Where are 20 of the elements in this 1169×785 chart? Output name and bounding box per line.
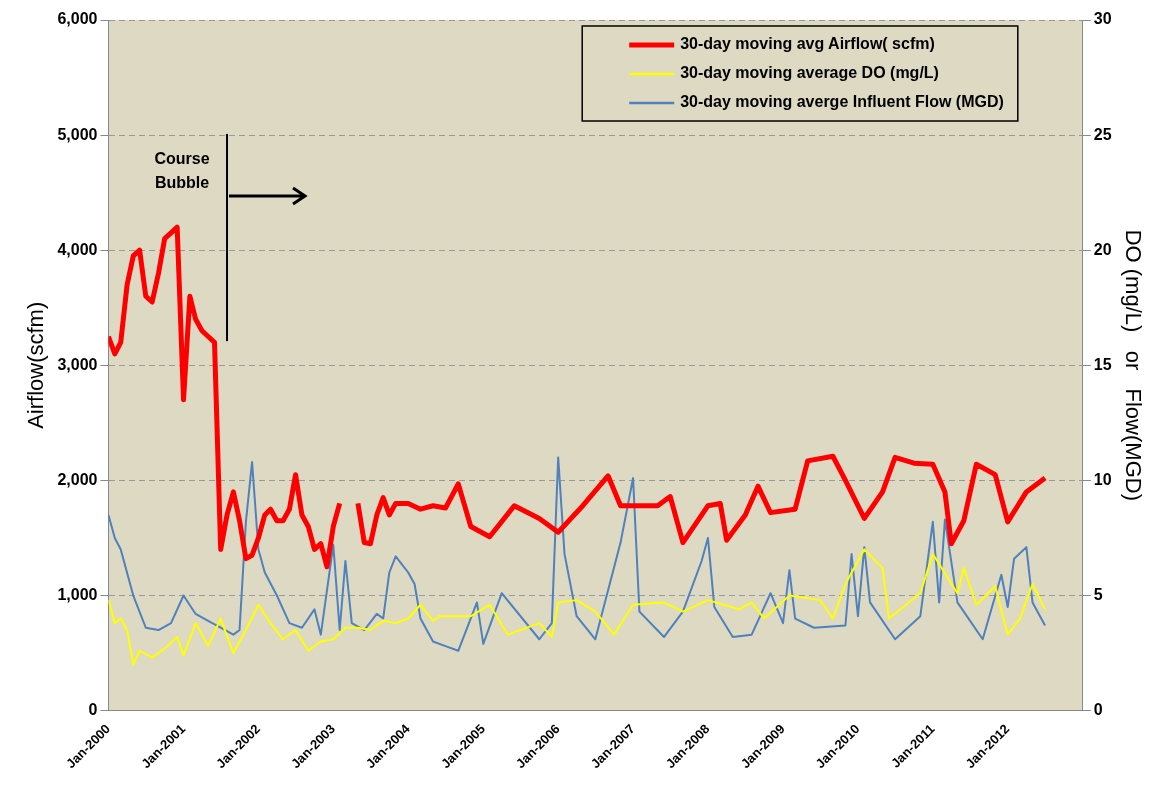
y2-tick-label: 30: [1093, 10, 1112, 28]
y2-axis-title: DO (mg/L) or Flow(MGD): [1120, 229, 1146, 501]
ref-line-label: Course Bubble: [154, 149, 210, 191]
y-tick-label: 6,000: [57, 10, 98, 28]
y-tick-label: 0: [88, 701, 98, 719]
y-tick-label: 1,000: [57, 585, 98, 603]
y2-tick-label: 0: [1093, 701, 1103, 719]
legend-label: 30-day moving avg Airflow( scfm): [680, 35, 935, 53]
y-tick-label: 5,000: [57, 125, 98, 143]
y2-tick-label: 10: [1093, 470, 1112, 488]
y-tick-label: 3,000: [57, 355, 98, 373]
y2-tick-label: 20: [1093, 240, 1112, 258]
y-tick-label: 2,000: [57, 470, 98, 488]
y-tick-label: 4,000: [57, 240, 98, 258]
legend-label: 30-day moving averge Influent Flow (MGD): [680, 93, 1004, 111]
legend-label: 30-day moving average DO (mg/L): [680, 64, 939, 82]
y2-tick-label: 15: [1093, 355, 1112, 373]
y-axis-title: Airflow(scfm): [23, 301, 49, 429]
y2-tick-label: 25: [1093, 125, 1112, 143]
y2-tick-label: 5: [1093, 585, 1103, 603]
